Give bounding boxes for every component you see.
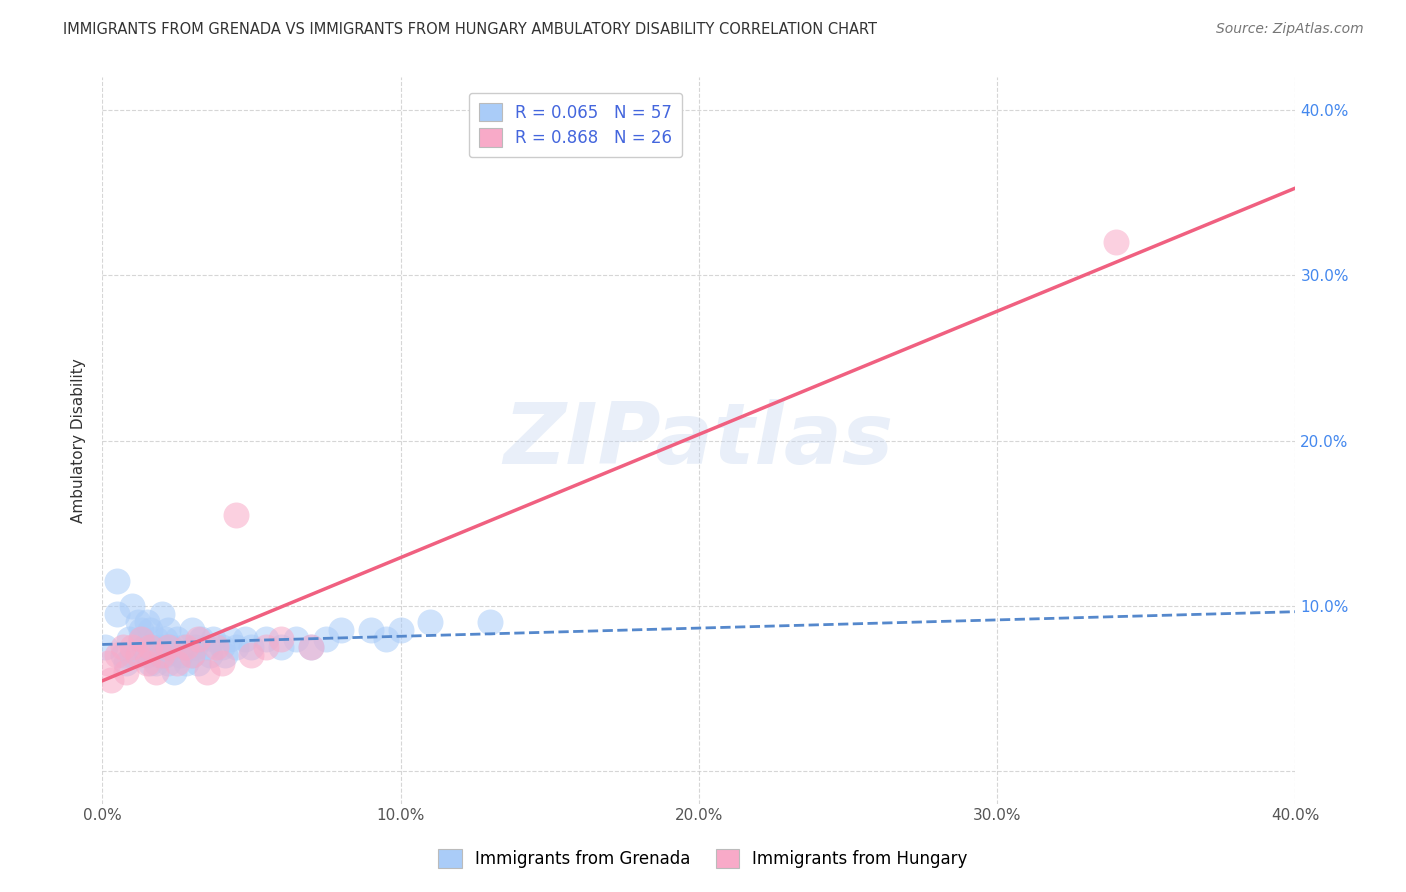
Point — [270, 632, 292, 646]
Point — [121, 599, 143, 613]
Point — [183, 640, 205, 654]
Text: IMMIGRANTS FROM GRENADA VS IMMIGRANTS FROM HUNGARY AMBULATORY DISABILITY CORRELA: IMMIGRANTS FROM GRENADA VS IMMIGRANTS FR… — [63, 22, 877, 37]
Point — [100, 673, 122, 687]
Point — [118, 632, 141, 646]
Point — [115, 657, 138, 671]
Point — [315, 632, 337, 646]
Point — [211, 640, 233, 654]
Point — [136, 648, 159, 662]
Point — [139, 657, 162, 671]
Point — [132, 640, 155, 654]
Point — [142, 640, 165, 654]
Point — [479, 615, 502, 629]
Point — [187, 657, 209, 671]
Point — [139, 624, 162, 638]
Point — [169, 648, 191, 662]
Point — [145, 632, 167, 646]
Point — [180, 648, 202, 662]
Point — [150, 648, 173, 662]
Point — [136, 615, 159, 629]
Point — [195, 665, 218, 679]
Point — [190, 632, 212, 646]
Point — [115, 665, 138, 679]
Point — [159, 640, 181, 654]
Point — [112, 640, 135, 654]
Point — [129, 624, 152, 638]
Point — [136, 657, 159, 671]
Point — [105, 607, 128, 621]
Point — [121, 648, 143, 662]
Point — [270, 640, 292, 654]
Point — [153, 648, 176, 662]
Point — [145, 665, 167, 679]
Point — [187, 632, 209, 646]
Point — [204, 640, 226, 654]
Point — [97, 657, 120, 671]
Point — [163, 665, 186, 679]
Text: Source: ZipAtlas.com: Source: ZipAtlas.com — [1216, 22, 1364, 37]
Point — [172, 640, 194, 654]
Legend: R = 0.065   N = 57, R = 0.868   N = 26: R = 0.065 N = 57, R = 0.868 N = 26 — [468, 93, 682, 157]
Y-axis label: Ambulatory Disability: Ambulatory Disability — [72, 359, 86, 523]
Point — [153, 632, 176, 646]
Point — [1105, 235, 1128, 250]
Point — [240, 640, 263, 654]
Point — [225, 508, 247, 522]
Point — [156, 640, 179, 654]
Point — [105, 574, 128, 588]
Point — [374, 632, 396, 646]
Point — [174, 640, 197, 654]
Point — [254, 632, 277, 646]
Point — [299, 640, 322, 654]
Point — [285, 632, 308, 646]
Point — [145, 657, 167, 671]
Point — [211, 657, 233, 671]
Point — [219, 632, 242, 646]
Point — [299, 640, 322, 654]
Point — [121, 640, 143, 654]
Point — [156, 624, 179, 638]
Point — [148, 648, 170, 662]
Point — [180, 648, 202, 662]
Point — [150, 607, 173, 621]
Point — [225, 640, 247, 654]
Point — [201, 632, 224, 646]
Point — [195, 640, 218, 654]
Point — [166, 657, 188, 671]
Text: ZIPatlas: ZIPatlas — [503, 399, 894, 482]
Point — [360, 624, 382, 638]
Point — [214, 648, 236, 662]
Point — [139, 640, 162, 654]
Point — [174, 657, 197, 671]
Point — [198, 648, 221, 662]
Point — [389, 624, 412, 638]
Point — [235, 632, 257, 646]
Point — [94, 640, 117, 654]
Point — [419, 615, 441, 629]
Point — [240, 648, 263, 662]
Point — [156, 657, 179, 671]
Point — [112, 648, 135, 662]
Point — [127, 615, 149, 629]
Point — [180, 624, 202, 638]
Point — [129, 632, 152, 646]
Legend: Immigrants from Grenada, Immigrants from Hungary: Immigrants from Grenada, Immigrants from… — [432, 843, 974, 875]
Point — [105, 648, 128, 662]
Point — [129, 632, 152, 646]
Point — [329, 624, 352, 638]
Point — [166, 632, 188, 646]
Point — [150, 640, 173, 654]
Point — [127, 648, 149, 662]
Point — [254, 640, 277, 654]
